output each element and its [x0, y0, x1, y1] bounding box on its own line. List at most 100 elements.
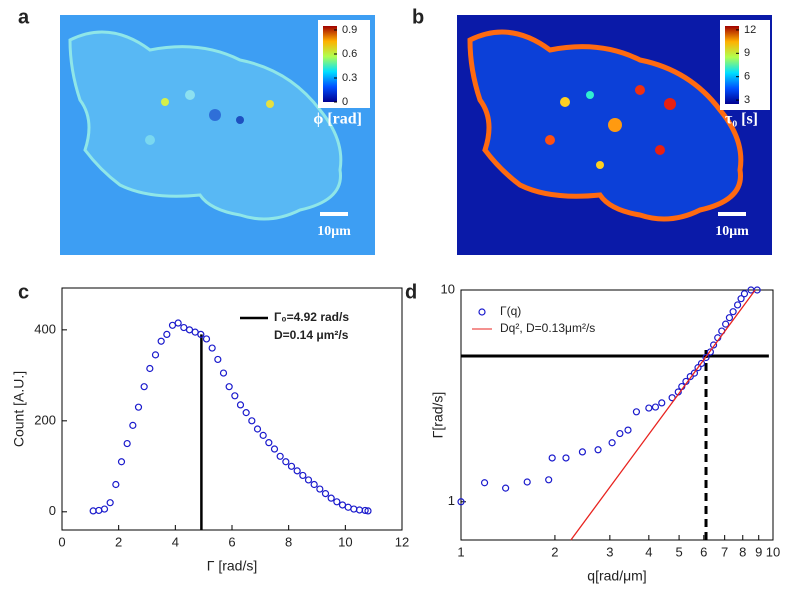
data-point — [722, 320, 730, 328]
data-point — [253, 425, 262, 433]
data-point — [350, 505, 358, 513]
data-point — [219, 369, 228, 377]
data-point — [364, 507, 372, 515]
legend-marker — [478, 308, 486, 316]
data-point — [146, 364, 154, 373]
image-a — [60, 15, 375, 255]
data-point — [545, 476, 553, 484]
colorbar-tick-label: 3 — [744, 94, 750, 106]
y-tick-label: 10 — [441, 281, 455, 296]
y-tick-label: 1 — [448, 493, 455, 508]
data-point — [624, 426, 632, 434]
data-point — [310, 480, 318, 489]
data-point — [690, 369, 699, 377]
data-point — [293, 467, 301, 475]
data-point — [658, 399, 666, 407]
data-point — [299, 471, 307, 480]
data-point — [304, 476, 313, 484]
data-point — [457, 498, 465, 506]
data-point — [276, 452, 284, 460]
x-tick-label: 1 — [457, 544, 464, 559]
data-point — [686, 373, 694, 381]
x-tick-label: 9 — [755, 544, 762, 559]
data-point — [645, 404, 653, 412]
data-point — [282, 458, 290, 466]
data-point — [225, 383, 233, 391]
data-point — [151, 351, 160, 359]
x-tick-label: 10 — [766, 544, 780, 559]
data-point — [594, 446, 602, 454]
scale-bar-label: 10μm — [317, 224, 351, 239]
scale-bar-label: 10μm — [715, 224, 749, 239]
y-tick-label: 200 — [34, 412, 56, 427]
y-axis-label: Γ[rad/s] — [430, 392, 446, 439]
data-point — [202, 335, 211, 343]
data-point — [608, 439, 616, 447]
quantity-label: ϕ [rad] — [313, 111, 362, 128]
data-point — [740, 290, 749, 298]
x-tick-label: 8 — [739, 544, 746, 559]
data-point — [702, 353, 710, 362]
data-point — [327, 494, 335, 502]
x-tick-label: 5 — [675, 544, 682, 559]
colorbar-tick-label: 9 — [744, 47, 750, 59]
data-point — [174, 319, 182, 327]
data-point — [248, 417, 256, 425]
data-point — [321, 490, 330, 498]
annotation: D=0.14 μm²/s — [274, 328, 349, 342]
data-point — [733, 301, 742, 309]
data-point — [753, 286, 761, 294]
panel-label: d — [405, 281, 417, 303]
data-point — [214, 355, 222, 364]
panel-label: a — [18, 6, 30, 28]
data-point — [134, 403, 143, 411]
legend-label: Γ(q) — [500, 304, 521, 318]
x-tick-label: 6 — [700, 544, 707, 559]
x-tick-label: 7 — [721, 544, 728, 559]
data-point — [106, 499, 114, 507]
x-tick-label: 8 — [285, 534, 292, 549]
plot-frame — [460, 289, 774, 541]
data-point — [694, 364, 702, 372]
data-point — [242, 409, 250, 417]
x-axis-label: Γ [rad/s] — [207, 558, 258, 574]
x-tick-label: 3 — [606, 544, 613, 559]
y-tick-label: 400 — [34, 321, 56, 336]
data-point — [123, 439, 131, 448]
y-axis-label: Count [A.U.] — [11, 371, 27, 447]
data-point — [333, 498, 341, 506]
legend-label: Dq², D=0.13μm²/s — [500, 321, 595, 335]
data-point — [316, 485, 324, 493]
data-point — [163, 330, 171, 338]
data-point — [140, 383, 148, 391]
data-point — [259, 431, 267, 439]
colorbar-tick-label: 0 — [342, 96, 348, 108]
data-point — [737, 295, 745, 303]
legend-label: Γ₀=4.92 rad/s — [274, 310, 349, 324]
data-point — [651, 403, 660, 411]
y-tick-label: 0 — [49, 503, 56, 518]
data-point — [562, 454, 570, 462]
x-tick-label: 4 — [645, 544, 652, 559]
x-tick-label: 0 — [58, 534, 65, 549]
data-point — [208, 344, 216, 352]
data-point — [361, 506, 369, 515]
data-point — [502, 484, 510, 492]
data-point — [578, 448, 587, 456]
data-point — [697, 359, 706, 368]
data-point — [616, 429, 624, 438]
x-tick-label: 2 — [115, 534, 122, 549]
data-point — [157, 337, 165, 345]
x-axis-label: q[rad/μm] — [587, 568, 646, 584]
plot-frame — [61, 287, 403, 531]
panel-label: c — [18, 281, 29, 303]
data-point — [548, 454, 556, 462]
colorbar-tick-label: 12 — [744, 24, 756, 36]
x-tick-label: 4 — [172, 534, 179, 549]
colorbar-tick-label: 0.9 — [342, 24, 357, 36]
data-point — [523, 478, 531, 486]
data-point — [270, 445, 279, 453]
data-point — [117, 458, 126, 466]
